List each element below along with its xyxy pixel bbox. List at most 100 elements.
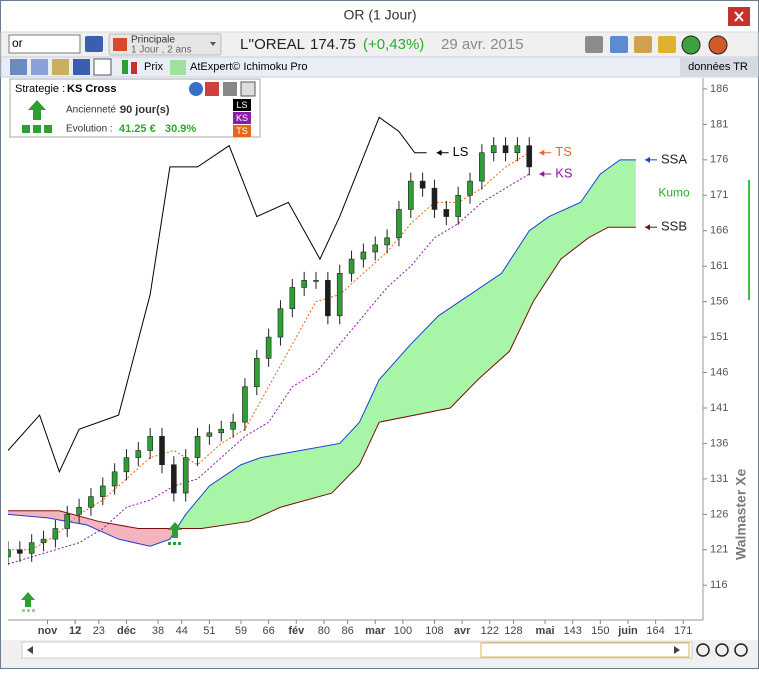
zoom-out-button[interactable] — [715, 643, 729, 657]
scroll-right[interactable] — [674, 646, 680, 654]
candle-body — [526, 145, 533, 168]
candle-body — [419, 180, 426, 189]
indicator-line — [8, 116, 427, 474]
indicator-line — [8, 226, 636, 530]
candle-icon — [131, 62, 137, 74]
candle-body — [348, 258, 355, 274]
tab-price[interactable]: Prix — [144, 61, 163, 73]
tool-button[interactable] — [681, 35, 701, 55]
candle-body — [253, 358, 260, 388]
x-tick-label: 23 — [93, 625, 105, 637]
y-tick-label: 186 — [710, 83, 728, 95]
candle-body — [123, 457, 130, 473]
y-tick-label: 146 — [710, 366, 728, 378]
x-tick-label: 86 — [341, 625, 353, 637]
instrument-change: (+0,43%) — [363, 36, 424, 53]
candle-body — [28, 542, 35, 554]
candle-body — [159, 436, 165, 466]
x-tick-label: 66 — [263, 625, 275, 637]
signal-arrow — [168, 522, 182, 545]
candle-body — [479, 152, 485, 182]
series-label: LS — [453, 144, 469, 159]
series-label: SSB — [661, 219, 687, 234]
tool-button[interactable] — [93, 58, 112, 76]
y-tick-label: 131 — [710, 473, 728, 485]
candle-body — [52, 528, 59, 540]
series-label: TS — [555, 144, 572, 159]
label-arrowhead — [645, 224, 650, 231]
evolution-label: Evolution : — [66, 124, 113, 135]
tool-button[interactable] — [658, 36, 676, 53]
settings-button[interactable] — [223, 82, 237, 96]
candle-body — [443, 209, 450, 217]
candle-body — [88, 496, 94, 508]
candle-body — [242, 386, 248, 423]
legend-label: KS — [236, 113, 248, 123]
tool-button[interactable] — [585, 36, 603, 53]
strategy-label: Strategie : — [15, 83, 65, 95]
candle-body — [384, 237, 390, 246]
tool-button[interactable] — [31, 59, 48, 75]
legend-swatch — [233, 125, 251, 137]
candle-body — [218, 428, 225, 434]
layout-name: Principale — [131, 35, 175, 46]
x-tick-label: juin — [617, 625, 638, 637]
tool-button[interactable] — [610, 36, 628, 53]
scroll-thumb[interactable] — [480, 642, 690, 658]
label-arrowhead — [539, 149, 545, 156]
watermark: Walmaster Xe — [733, 468, 749, 560]
candle-body — [372, 244, 379, 253]
tab-expert[interactable]: AtExpert© Ichimoku Pro — [190, 61, 308, 73]
strategy-name: KS Cross — [67, 83, 117, 95]
tool-button[interactable] — [10, 59, 27, 75]
x-tick-label: 150 — [591, 625, 609, 637]
y-tick-label: 121 — [710, 544, 728, 556]
scroll-left[interactable] — [27, 646, 33, 654]
candle-body — [8, 549, 11, 558]
data-source: données TR — [688, 61, 748, 73]
indicator-line — [8, 152, 530, 551]
instrument-name: L''OREAL — [240, 36, 305, 53]
y-tick-label: 161 — [710, 260, 728, 272]
tool-button[interactable] — [634, 36, 652, 53]
candle-body — [147, 436, 153, 451]
help-button[interactable] — [189, 82, 203, 96]
label-arrowhead — [436, 149, 442, 156]
tool-button[interactable] — [708, 35, 728, 55]
window-title: OR (1 Jour) — [343, 7, 416, 23]
candle-body — [17, 549, 23, 554]
x-tick-label: 122 — [481, 625, 499, 637]
layout-selector[interactable] — [108, 33, 222, 56]
tool-button[interactable] — [73, 59, 90, 75]
tool-button[interactable] — [52, 59, 69, 75]
candle-body — [230, 421, 236, 430]
book-button[interactable] — [85, 36, 103, 52]
filter-button[interactable] — [205, 82, 219, 96]
label-arrowhead — [645, 156, 650, 163]
x-tick-label: 164 — [646, 625, 664, 637]
candle-body — [194, 436, 201, 458]
cloud-label: Kumo — [658, 186, 690, 200]
y-tick-label: 166 — [710, 225, 728, 237]
kumo-fill — [8, 159, 636, 529]
instrument-date: 29 avr. 2015 — [441, 36, 524, 53]
search-input[interactable] — [8, 34, 81, 54]
x-tick-label: 80 — [318, 625, 330, 637]
zoom-in-button[interactable] — [734, 643, 748, 657]
move-button[interactable] — [240, 81, 256, 97]
candle-body — [336, 272, 343, 317]
pan-button[interactable] — [696, 643, 710, 657]
y-tick-label: 151 — [710, 331, 728, 343]
candle-body — [467, 180, 473, 196]
search-text: or — [12, 36, 23, 50]
series-label: SSA — [661, 151, 687, 166]
y-tick-label: 126 — [710, 508, 728, 520]
y-tick-label: 181 — [710, 118, 728, 130]
plot — [8, 116, 636, 566]
layout-icon — [113, 38, 127, 51]
legend-label: LS — [236, 100, 247, 110]
overlay: 116 121 126 131 136 141 146 151 156 161 166 171 176 1… — [38, 83, 729, 637]
candle-body — [99, 485, 106, 497]
candle-body — [277, 308, 284, 338]
candle-body — [76, 506, 82, 515]
